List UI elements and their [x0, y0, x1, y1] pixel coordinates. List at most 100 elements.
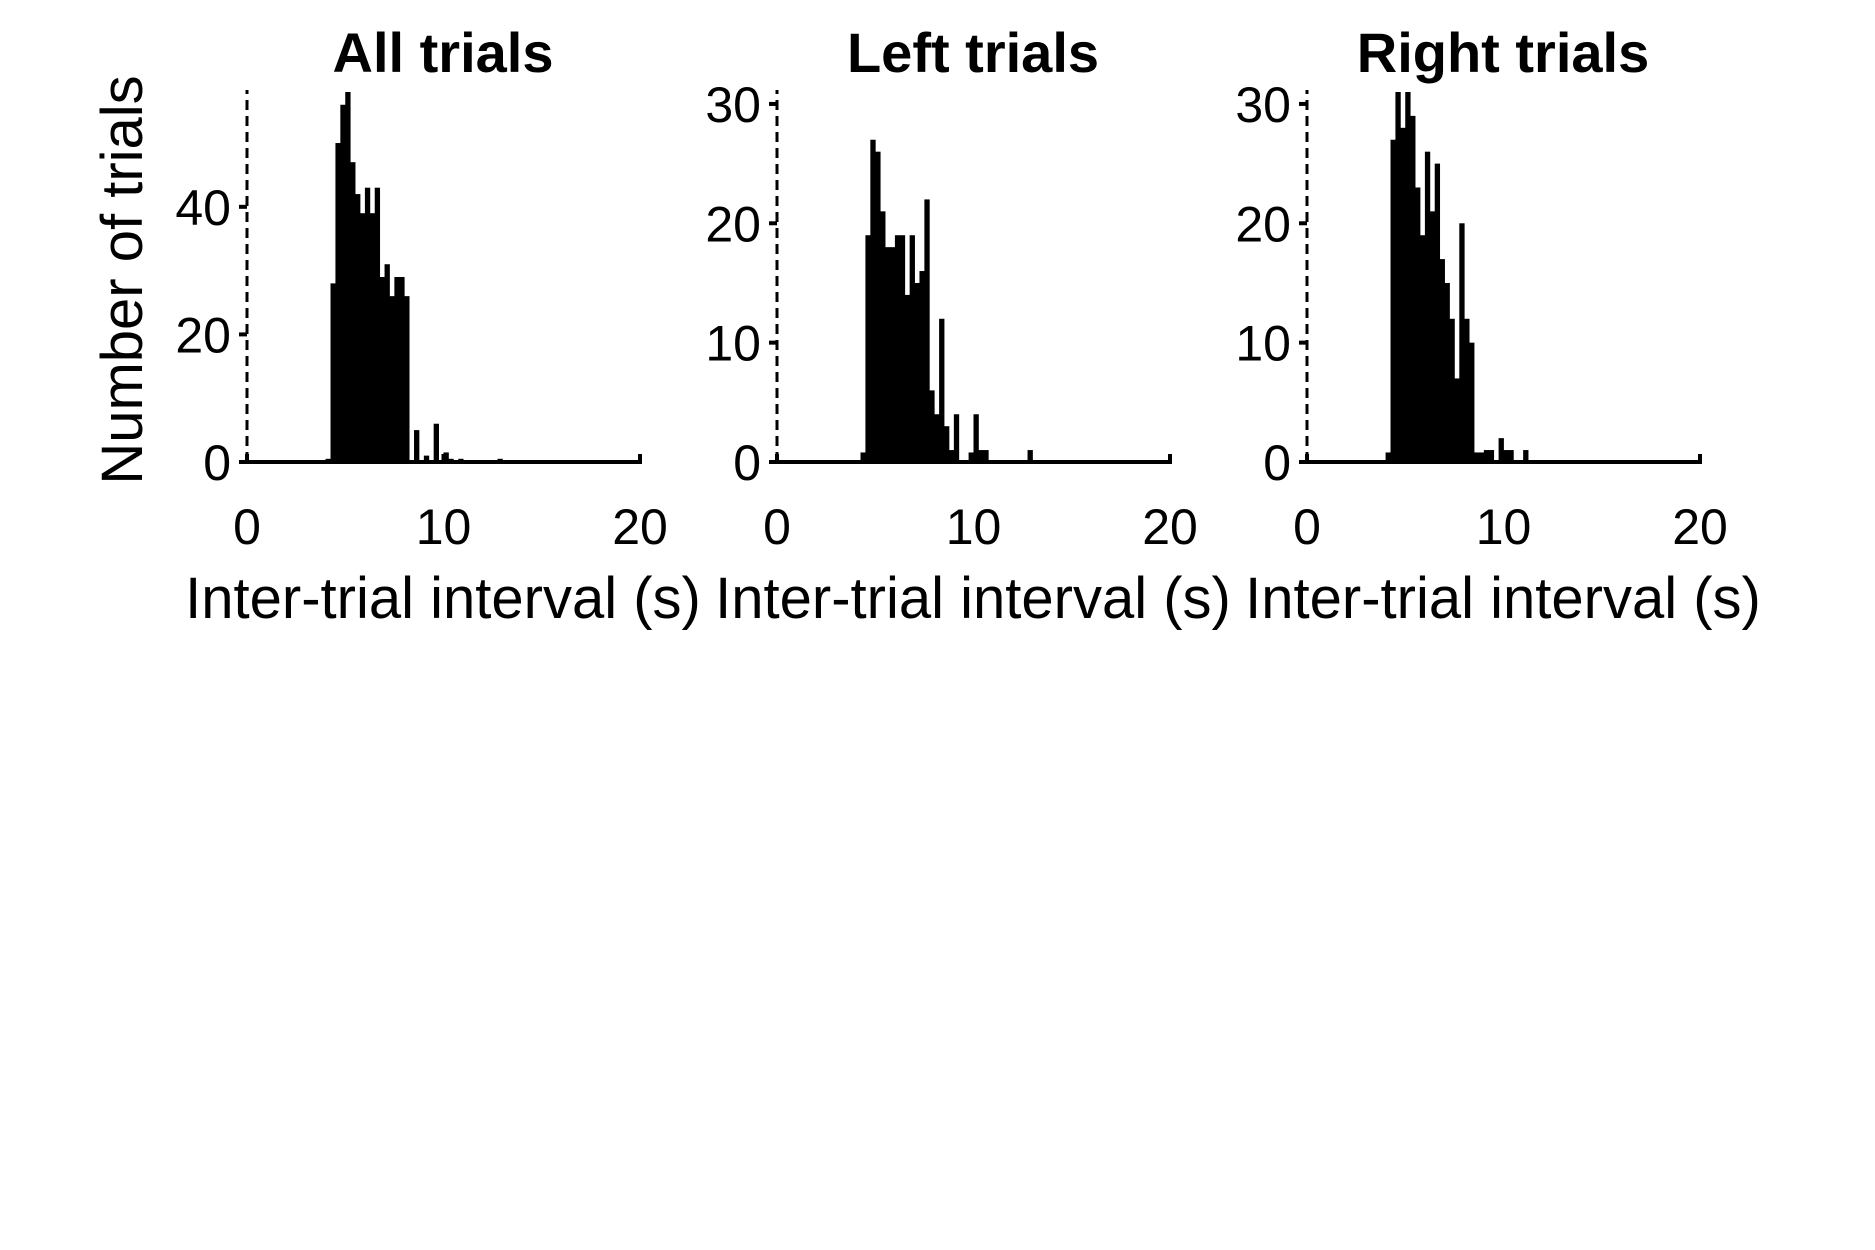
y-tick-label: 40 [175, 180, 231, 236]
histogram-bar [345, 92, 351, 462]
histogram-bar [968, 452, 974, 462]
histogram-bar [389, 296, 395, 462]
histogram-bar [330, 283, 336, 462]
histogram-bar [934, 414, 940, 462]
histogram-bar [1454, 378, 1460, 462]
histogram-bar [374, 187, 381, 462]
histogram-bar [335, 143, 341, 462]
histogram-bar [1459, 223, 1465, 462]
histogram-bar [423, 455, 430, 462]
histogram-bar [364, 187, 371, 462]
histogram-bar [1424, 151, 1431, 462]
x-tick-label: 0 [763, 499, 791, 555]
histogram-bar [1469, 342, 1475, 462]
histogram-bar [914, 282, 920, 462]
panel-title: Left trials [847, 21, 1099, 84]
histogram-bar [1415, 187, 1421, 463]
histogram-bar [1385, 452, 1391, 462]
y-tick-label: 30 [1235, 77, 1291, 133]
histogram-bar [384, 264, 390, 462]
x-tick-label: 10 [946, 499, 1002, 555]
histogram-bar [1429, 211, 1436, 462]
histogram-bar [394, 277, 400, 462]
histogram-bar [894, 235, 901, 462]
panel-2: Left trials 0 10 20 0 10 20 30 Inter-trial inter… [705, 21, 1230, 631]
histogram-bar [860, 452, 866, 462]
histogram-bar [379, 277, 385, 462]
x-tick-label: 10 [1476, 499, 1532, 555]
histogram-bar [1405, 92, 1411, 462]
histogram-bar [889, 247, 896, 462]
histogram-bar [899, 235, 906, 462]
histogram-bar [1419, 235, 1426, 462]
histogram-bar [350, 162, 356, 463]
histogram-bar [944, 426, 950, 462]
histogram-bar [1464, 318, 1470, 462]
histogram-bar [953, 414, 960, 462]
y-tick-label: 0 [1263, 435, 1291, 491]
histogram-bar [919, 271, 925, 462]
x-axis-label: Inter-trial interval (s) [185, 566, 701, 631]
histogram-bar [924, 199, 930, 463]
y-axis-label: Number of trials [90, 75, 155, 484]
histogram-bar [973, 414, 979, 462]
y-tick-label: 20 [705, 196, 761, 252]
histogram-bar [1027, 450, 1033, 462]
histogram-bar [875, 151, 881, 462]
histogram-bar [983, 450, 989, 462]
histogram-bar [880, 211, 886, 462]
y-tick-label: 20 [175, 307, 231, 363]
x-tick-label: 0 [233, 499, 261, 555]
x-tick-label: 20 [1142, 499, 1198, 555]
histogram-bar [1439, 259, 1445, 462]
histogram-bar [369, 213, 376, 462]
histogram-bar [939, 318, 945, 462]
x-tick-label: 0 [1293, 499, 1321, 555]
histogram-bar [1523, 450, 1529, 462]
x-axis-label: Inter-trial interval (s) [715, 566, 1231, 631]
histogram-bar [1449, 318, 1455, 462]
histogram-bar [414, 430, 420, 462]
x-tick-label: 10 [416, 499, 472, 555]
histogram-bar [948, 450, 955, 462]
histogram-bar [443, 452, 449, 462]
panel-3: Right trials 0 10 20 0 10 20 30 Inter-trial inte… [1235, 21, 1760, 631]
histogram-bar [340, 104, 346, 462]
histogram-bar [929, 390, 935, 462]
histogram-bar [1400, 127, 1406, 462]
histogram-bar [1395, 92, 1401, 462]
histogram-bar [1503, 450, 1509, 462]
y-tick-label: 0 [733, 435, 761, 491]
histogram-bar [1498, 438, 1504, 462]
x-axis-label: Inter-trial interval (s) [1245, 566, 1761, 631]
histogram-bar [885, 247, 891, 462]
histogram-bar [433, 423, 439, 462]
histogram-bar [904, 294, 911, 462]
histogram-bar [1444, 282, 1450, 462]
histogram-bar [1410, 115, 1416, 463]
histogram-bar [399, 277, 405, 462]
panel-title: All trials [333, 21, 554, 84]
y-tick-label: 10 [705, 316, 761, 372]
histogram-bar [1508, 450, 1514, 462]
y-tick-label: 30 [705, 77, 761, 133]
histogram-bar [1483, 450, 1490, 462]
histogram-bar [404, 296, 410, 462]
histogram-bar [1434, 163, 1441, 463]
y-tick-label: 20 [1235, 196, 1291, 252]
histogram-bar [865, 235, 871, 462]
histogram-bar [359, 213, 366, 462]
histogram-bar [355, 194, 361, 462]
y-tick-label: 0 [203, 435, 231, 491]
histogram-bar [1478, 452, 1485, 462]
histogram-bar [978, 450, 984, 462]
y-tick-label: 10 [1235, 316, 1291, 372]
panel-1: All trials 0 10 20 0 20 40 Inter-trial interval… [90, 21, 701, 631]
histogram-bar [1488, 450, 1495, 462]
histogram-bar [1390, 139, 1396, 463]
x-tick-label: 20 [612, 499, 668, 555]
histogram-bar [1474, 452, 1480, 462]
panel-title: Right trials [1357, 21, 1649, 84]
x-tick-label: 20 [1672, 499, 1728, 555]
